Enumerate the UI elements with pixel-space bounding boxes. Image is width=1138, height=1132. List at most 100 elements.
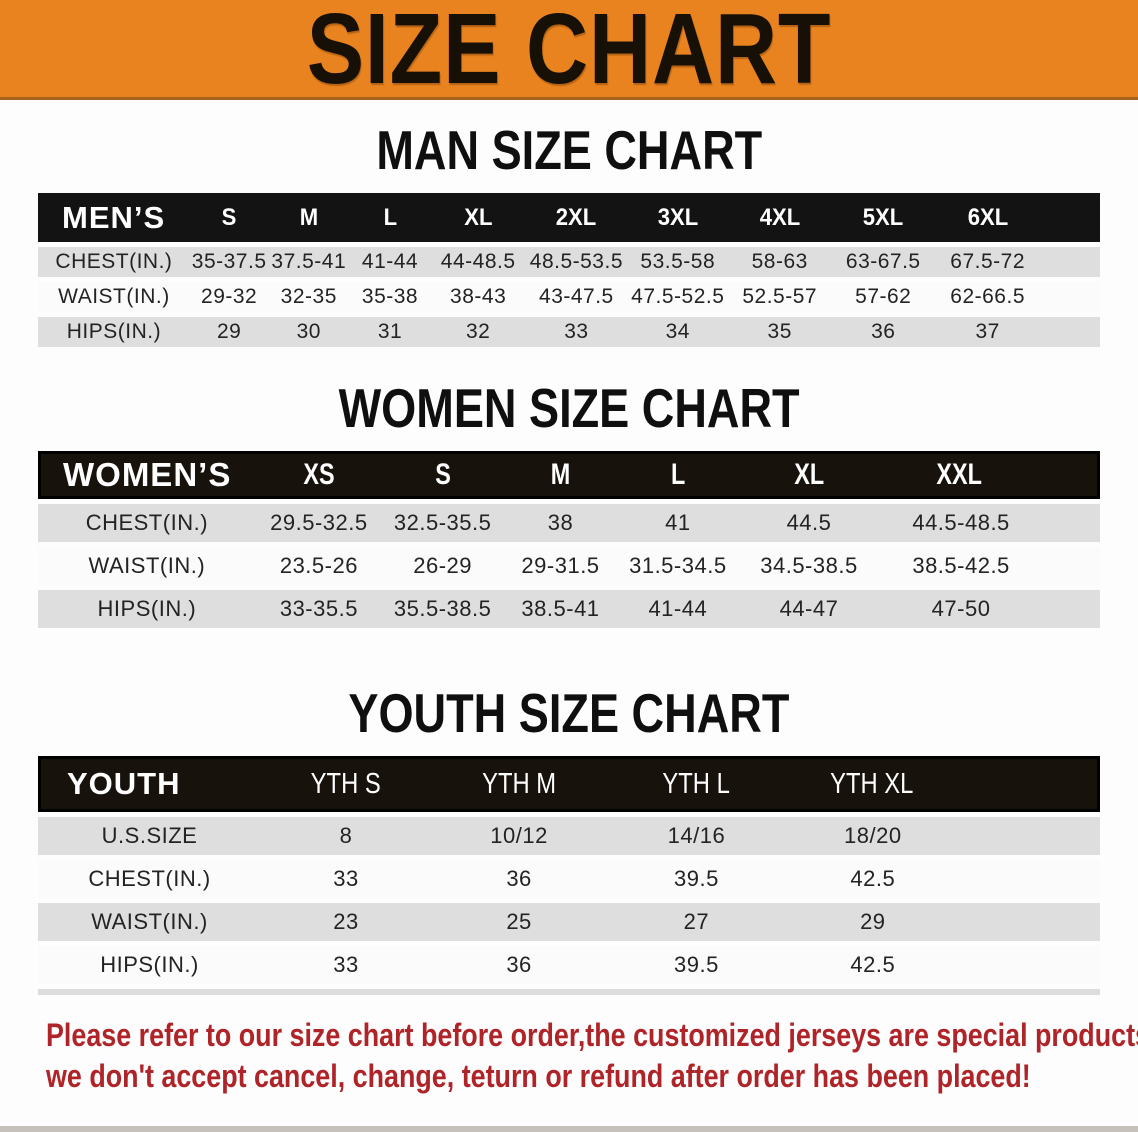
- size-value-cell: 27: [607, 903, 786, 941]
- row-label: CHEST(IN.): [38, 860, 262, 898]
- size-value-cell: 38: [503, 504, 618, 542]
- size-label: YTH S: [310, 767, 381, 800]
- size-value-cell: 36: [430, 860, 608, 898]
- size-value-cell: 34: [627, 317, 729, 347]
- size-value-cell: 38.5-42.5: [880, 547, 1100, 585]
- table-group-label: YOUTH: [38, 756, 262, 812]
- table-group-label: WOMEN’S: [38, 451, 256, 499]
- size-value-cell: 44-48.5: [430, 247, 526, 277]
- size-value-cell: 44-47: [737, 590, 881, 628]
- size-value-cell: 41-44: [349, 247, 431, 277]
- size-label: XL: [464, 203, 493, 231]
- size-value-cell: 33: [261, 860, 431, 898]
- size-label: XS: [303, 458, 335, 491]
- size-value-cell: 31: [349, 317, 431, 347]
- size-value-cell: 44.5: [737, 504, 881, 542]
- size-value-cell: 39.5: [607, 860, 786, 898]
- size-value-cell: 47-50: [880, 590, 1100, 628]
- size-value-cell: 36: [430, 946, 608, 984]
- size-value-cell: 32.5-35.5: [382, 504, 504, 542]
- section-title-women: WOMEN SIZE CHART: [0, 377, 1138, 446]
- table-row: HIPS(IN.) 33-35.5 35.5-38.5 38.5-41 41-4…: [38, 590, 1100, 628]
- row-label: WAIST(IN.): [38, 282, 190, 312]
- table-row: WAIST(IN.) 23 25 27 29: [38, 903, 1100, 941]
- row-label: HIPS(IN.): [38, 317, 190, 347]
- size-value-cell: 29: [785, 903, 1100, 941]
- row-label: WAIST(IN.): [38, 903, 262, 941]
- size-value-cell: 53.5-58: [627, 247, 729, 277]
- size-value-cell: 62-66.5: [935, 282, 1100, 312]
- size-value-cell: 33: [525, 317, 628, 347]
- row-label: CHEST(IN.): [38, 247, 190, 277]
- size-column-header: 5XL: [831, 193, 936, 242]
- size-column-header: L: [349, 193, 431, 242]
- size-value-cell: 39.5: [607, 946, 786, 984]
- size-label: 4XL: [759, 203, 800, 231]
- size-value-cell: 38-43: [430, 282, 526, 312]
- size-label: 5XL: [863, 203, 904, 231]
- disclaimer-line-1-text: Please refer to our size chart before or…: [46, 1017, 1138, 1053]
- size-column-header: 6XL: [935, 193, 1100, 242]
- size-label: 6XL: [967, 203, 1008, 231]
- size-value-cell: 35-38: [349, 282, 431, 312]
- size-value-cell: 29-32: [189, 282, 269, 312]
- size-label: M: [299, 203, 318, 231]
- size-value-cell: 30: [268, 317, 350, 347]
- size-value-cell: 37.5-41: [268, 247, 350, 277]
- size-value-cell: 35: [728, 317, 832, 347]
- section-title-man-text: MAN SIZE CHART: [376, 119, 762, 181]
- size-label: XL: [794, 458, 824, 491]
- disclaimer-line-2: we don't accept cancel, change, teturn o…: [46, 1056, 1138, 1097]
- size-label: L: [670, 458, 685, 491]
- table-header-row: MEN’S S M L XL 2XL 3XL 4XL 5XL 6XL: [38, 193, 1100, 242]
- size-value-cell: 47.5-52.5: [627, 282, 729, 312]
- size-value-cell: 29.5-32.5: [255, 504, 383, 542]
- size-label: XXL: [936, 458, 983, 491]
- disclaimer-line-1: Please refer to our size chart before or…: [46, 1015, 1138, 1056]
- size-label: 3XL: [657, 203, 699, 231]
- table-header-row: YOUTH YTH S YTH M YTH L YTH XL: [38, 756, 1100, 812]
- row-label: HIPS(IN.): [38, 590, 256, 628]
- size-label: L: [383, 203, 397, 231]
- size-value-cell: 23: [261, 903, 431, 941]
- size-value-cell: 10/12: [430, 817, 608, 855]
- size-value-cell: 25: [430, 903, 608, 941]
- size-label: YTH L: [662, 767, 731, 800]
- size-value-cell: 57-62: [831, 282, 936, 312]
- size-value-cell: 58-63: [728, 247, 832, 277]
- size-value-cell: 35.5-38.5: [382, 590, 504, 628]
- size-value-cell: 63-67.5: [831, 247, 936, 277]
- youth-size-table: YOUTH YTH S YTH M YTH L YTH XL U.S.SIZE …: [38, 751, 1100, 989]
- row-label: WAIST(IN.): [38, 547, 256, 585]
- table-row: CHEST(IN.) 33 36 39.5 42.5: [38, 860, 1100, 898]
- size-value-cell: 44.5-48.5: [880, 504, 1100, 542]
- size-value-cell: 41-44: [617, 590, 738, 628]
- size-column-header: XXL: [880, 451, 1100, 499]
- size-value-cell: 18/20: [785, 817, 1100, 855]
- section-title-women-text: WOMEN SIZE CHART: [338, 377, 800, 439]
- row-label: CHEST(IN.): [38, 504, 256, 542]
- size-value-cell: 43-47.5: [525, 282, 628, 312]
- youth-table-bottom-strip: [38, 989, 1100, 995]
- size-value-cell: 67.5-72: [935, 247, 1100, 277]
- size-column-header: YTH L: [607, 756, 786, 812]
- women-size-table: WOMEN’S XS S M L XL XXL CHEST(IN.) 29.5-…: [38, 446, 1100, 633]
- size-value-cell: 37: [935, 317, 1100, 347]
- size-value-cell: 52.5-57: [728, 282, 832, 312]
- size-value-cell: 29: [189, 317, 269, 347]
- size-value-cell: 42.5: [785, 946, 1100, 984]
- row-label: HIPS(IN.): [38, 946, 262, 984]
- size-column-header: XL: [430, 193, 526, 242]
- size-column-header: YTH S: [261, 756, 431, 812]
- page-bottom-strip: [0, 1126, 1138, 1132]
- size-value-cell: 42.5: [785, 860, 1100, 898]
- size-column-header: 4XL: [728, 193, 832, 242]
- size-column-header: 3XL: [627, 193, 729, 242]
- size-column-header: 2XL: [525, 193, 628, 242]
- size-value-cell: 14/16: [607, 817, 786, 855]
- size-value-cell: 41: [617, 504, 738, 542]
- size-value-cell: 33: [261, 946, 431, 984]
- size-value-cell: 26-29: [382, 547, 504, 585]
- table-row: HIPS(IN.) 29 30 31 32 33 34 35 36 37: [38, 317, 1100, 347]
